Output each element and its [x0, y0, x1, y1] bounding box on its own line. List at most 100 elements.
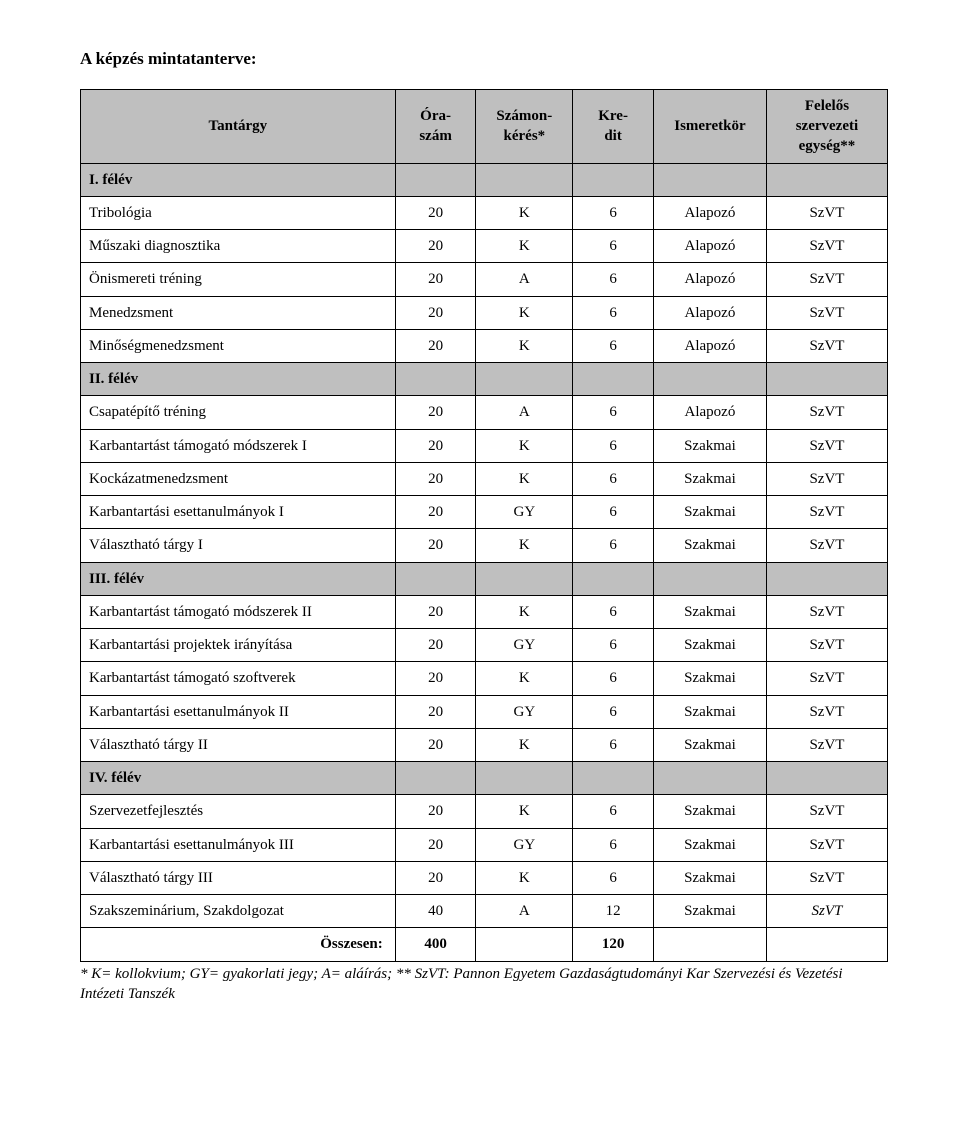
cell-ismeret: Alapozó	[653, 296, 766, 329]
cell-egyseg: SzVT	[766, 629, 887, 662]
table-row: Szakszeminárium, Szakdolgozat40A12Szakma…	[81, 895, 888, 928]
cell-ora: 20	[395, 429, 476, 462]
cell-kredit: 6	[573, 396, 654, 429]
cell-kredit: 6	[573, 529, 654, 562]
table-row: Karbantartási projektek irányítása20GY6S…	[81, 629, 888, 662]
cell-szamon: K	[476, 662, 573, 695]
cell-name: Műszaki diagnosztika	[81, 230, 396, 263]
cell-name: Csapatépítő tréning	[81, 396, 396, 429]
cell-egyseg: SzVT	[766, 861, 887, 894]
cell-ismeret: Alapozó	[653, 396, 766, 429]
cell-szamon: K	[476, 196, 573, 229]
cell-ismeret: Szakmai	[653, 828, 766, 861]
cell-ora: 20	[395, 529, 476, 562]
cell-ora: 20	[395, 728, 476, 761]
col-felelos-line2: szervezeti	[796, 118, 858, 134]
table-row: Választható tárgy III20K6SzakmaiSzVT	[81, 861, 888, 894]
section-empty-cell	[653, 762, 766, 795]
cell-ismeret: Szakmai	[653, 695, 766, 728]
section-empty-cell	[395, 363, 476, 396]
cell-name: Karbantartást támogató módszerek II	[81, 595, 396, 628]
section-empty-cell	[653, 163, 766, 196]
cell-ismeret: Szakmai	[653, 728, 766, 761]
section-empty-cell	[653, 562, 766, 595]
cell-szamon: A	[476, 263, 573, 296]
page-title: A képzés mintatanterve:	[80, 48, 888, 71]
table-row: Szervezetfejlesztés20K6SzakmaiSzVT	[81, 795, 888, 828]
total-kredit: 120	[573, 928, 654, 961]
table-row: Műszaki diagnosztika20K6AlapozóSzVT	[81, 230, 888, 263]
section-empty-cell	[653, 363, 766, 396]
cell-kredit: 6	[573, 662, 654, 695]
section-empty-cell	[395, 762, 476, 795]
cell-egyseg: SzVT	[766, 296, 887, 329]
cell-ismeret: Szakmai	[653, 496, 766, 529]
cell-szamon: A	[476, 396, 573, 429]
table-row: Választható tárgy I20K6SzakmaiSzVT	[81, 529, 888, 562]
cell-name: Szakszeminárium, Szakdolgozat	[81, 895, 396, 928]
curriculum-table: Tantárgy Óra- szám Számon- kérés* Kre- d…	[80, 89, 888, 962]
section-row: IV. félév	[81, 762, 888, 795]
section-empty-cell	[573, 762, 654, 795]
cell-egyseg: SzVT	[766, 429, 887, 462]
col-tantargy: Tantárgy	[81, 89, 396, 163]
col-szamonkeres-line2: kérés*	[504, 128, 546, 144]
section-empty-cell	[766, 562, 887, 595]
cell-name: Szervezetfejlesztés	[81, 795, 396, 828]
cell-egyseg: SzVT	[766, 595, 887, 628]
table-row: Karbantartást támogató módszerek II20K6S…	[81, 595, 888, 628]
cell-szamon: K	[476, 429, 573, 462]
total-empty	[766, 928, 887, 961]
cell-kredit: 6	[573, 828, 654, 861]
col-felelos-line3: egység**	[799, 138, 856, 154]
cell-ismeret: Szakmai	[653, 462, 766, 495]
cell-name: Önismereti tréning	[81, 263, 396, 296]
cell-kredit: 6	[573, 230, 654, 263]
cell-egyseg: SzVT	[766, 263, 887, 296]
cell-ismeret: Szakmai	[653, 795, 766, 828]
total-label: Összesen:	[81, 928, 396, 961]
table-row: Választható tárgy II20K6SzakmaiSzVT	[81, 728, 888, 761]
section-label: IV. félév	[81, 762, 396, 795]
section-empty-cell	[766, 363, 887, 396]
cell-ismeret: Alapozó	[653, 329, 766, 362]
col-kredit-line1: Kre-	[598, 108, 628, 124]
cell-szamon: K	[476, 462, 573, 495]
cell-ismeret: Szakmai	[653, 895, 766, 928]
cell-ora: 20	[395, 595, 476, 628]
section-row: II. félév	[81, 363, 888, 396]
cell-ora: 20	[395, 263, 476, 296]
cell-egyseg: SzVT	[766, 728, 887, 761]
table-row: Tribológia20K6AlapozóSzVT	[81, 196, 888, 229]
cell-szamon: K	[476, 296, 573, 329]
cell-kredit: 6	[573, 695, 654, 728]
cell-name: Választható tárgy I	[81, 529, 396, 562]
section-empty-cell	[766, 762, 887, 795]
cell-egyseg: SzVT	[766, 396, 887, 429]
cell-szamon: K	[476, 230, 573, 263]
col-felelos: Felelős szervezeti egység**	[766, 89, 887, 163]
cell-egyseg: SzVT	[766, 895, 887, 928]
cell-name: Választható tárgy II	[81, 728, 396, 761]
section-empty-cell	[573, 163, 654, 196]
section-label: I. félév	[81, 163, 396, 196]
col-szamonkeres-line1: Számon-	[496, 108, 552, 124]
cell-ora: 20	[395, 695, 476, 728]
cell-name: Tribológia	[81, 196, 396, 229]
section-row: I. félév	[81, 163, 888, 196]
table-row: Kockázatmenedzsment20K6SzakmaiSzVT	[81, 462, 888, 495]
cell-ora: 20	[395, 629, 476, 662]
total-row: Összesen:400120	[81, 928, 888, 961]
cell-ismeret: Szakmai	[653, 662, 766, 695]
cell-kredit: 6	[573, 263, 654, 296]
cell-kredit: 6	[573, 861, 654, 894]
table-row: Karbantartást támogató módszerek I20K6Sz…	[81, 429, 888, 462]
cell-kredit: 6	[573, 329, 654, 362]
section-empty-cell	[395, 562, 476, 595]
cell-name: Karbantartást támogató szoftverek	[81, 662, 396, 695]
cell-name: Karbantartási esettanulmányok III	[81, 828, 396, 861]
col-felelos-line1: Felelős	[805, 98, 849, 114]
table-row: Minőségmenedzsment20K6AlapozóSzVT	[81, 329, 888, 362]
cell-ismeret: Szakmai	[653, 595, 766, 628]
total-empty	[476, 928, 573, 961]
